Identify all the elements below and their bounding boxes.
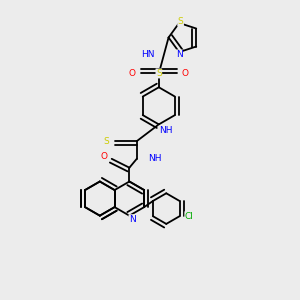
Text: S: S [103, 137, 109, 146]
Text: NH: NH [159, 126, 172, 135]
Text: N: N [176, 50, 182, 59]
Text: S: S [156, 69, 162, 78]
Text: N: N [129, 215, 136, 224]
Text: O: O [129, 69, 136, 78]
Text: O: O [100, 152, 107, 161]
Text: O: O [182, 69, 189, 78]
Text: NH: NH [148, 154, 161, 163]
Text: S: S [178, 17, 184, 26]
Text: HN: HN [141, 50, 155, 58]
Text: Cl: Cl [185, 212, 194, 221]
